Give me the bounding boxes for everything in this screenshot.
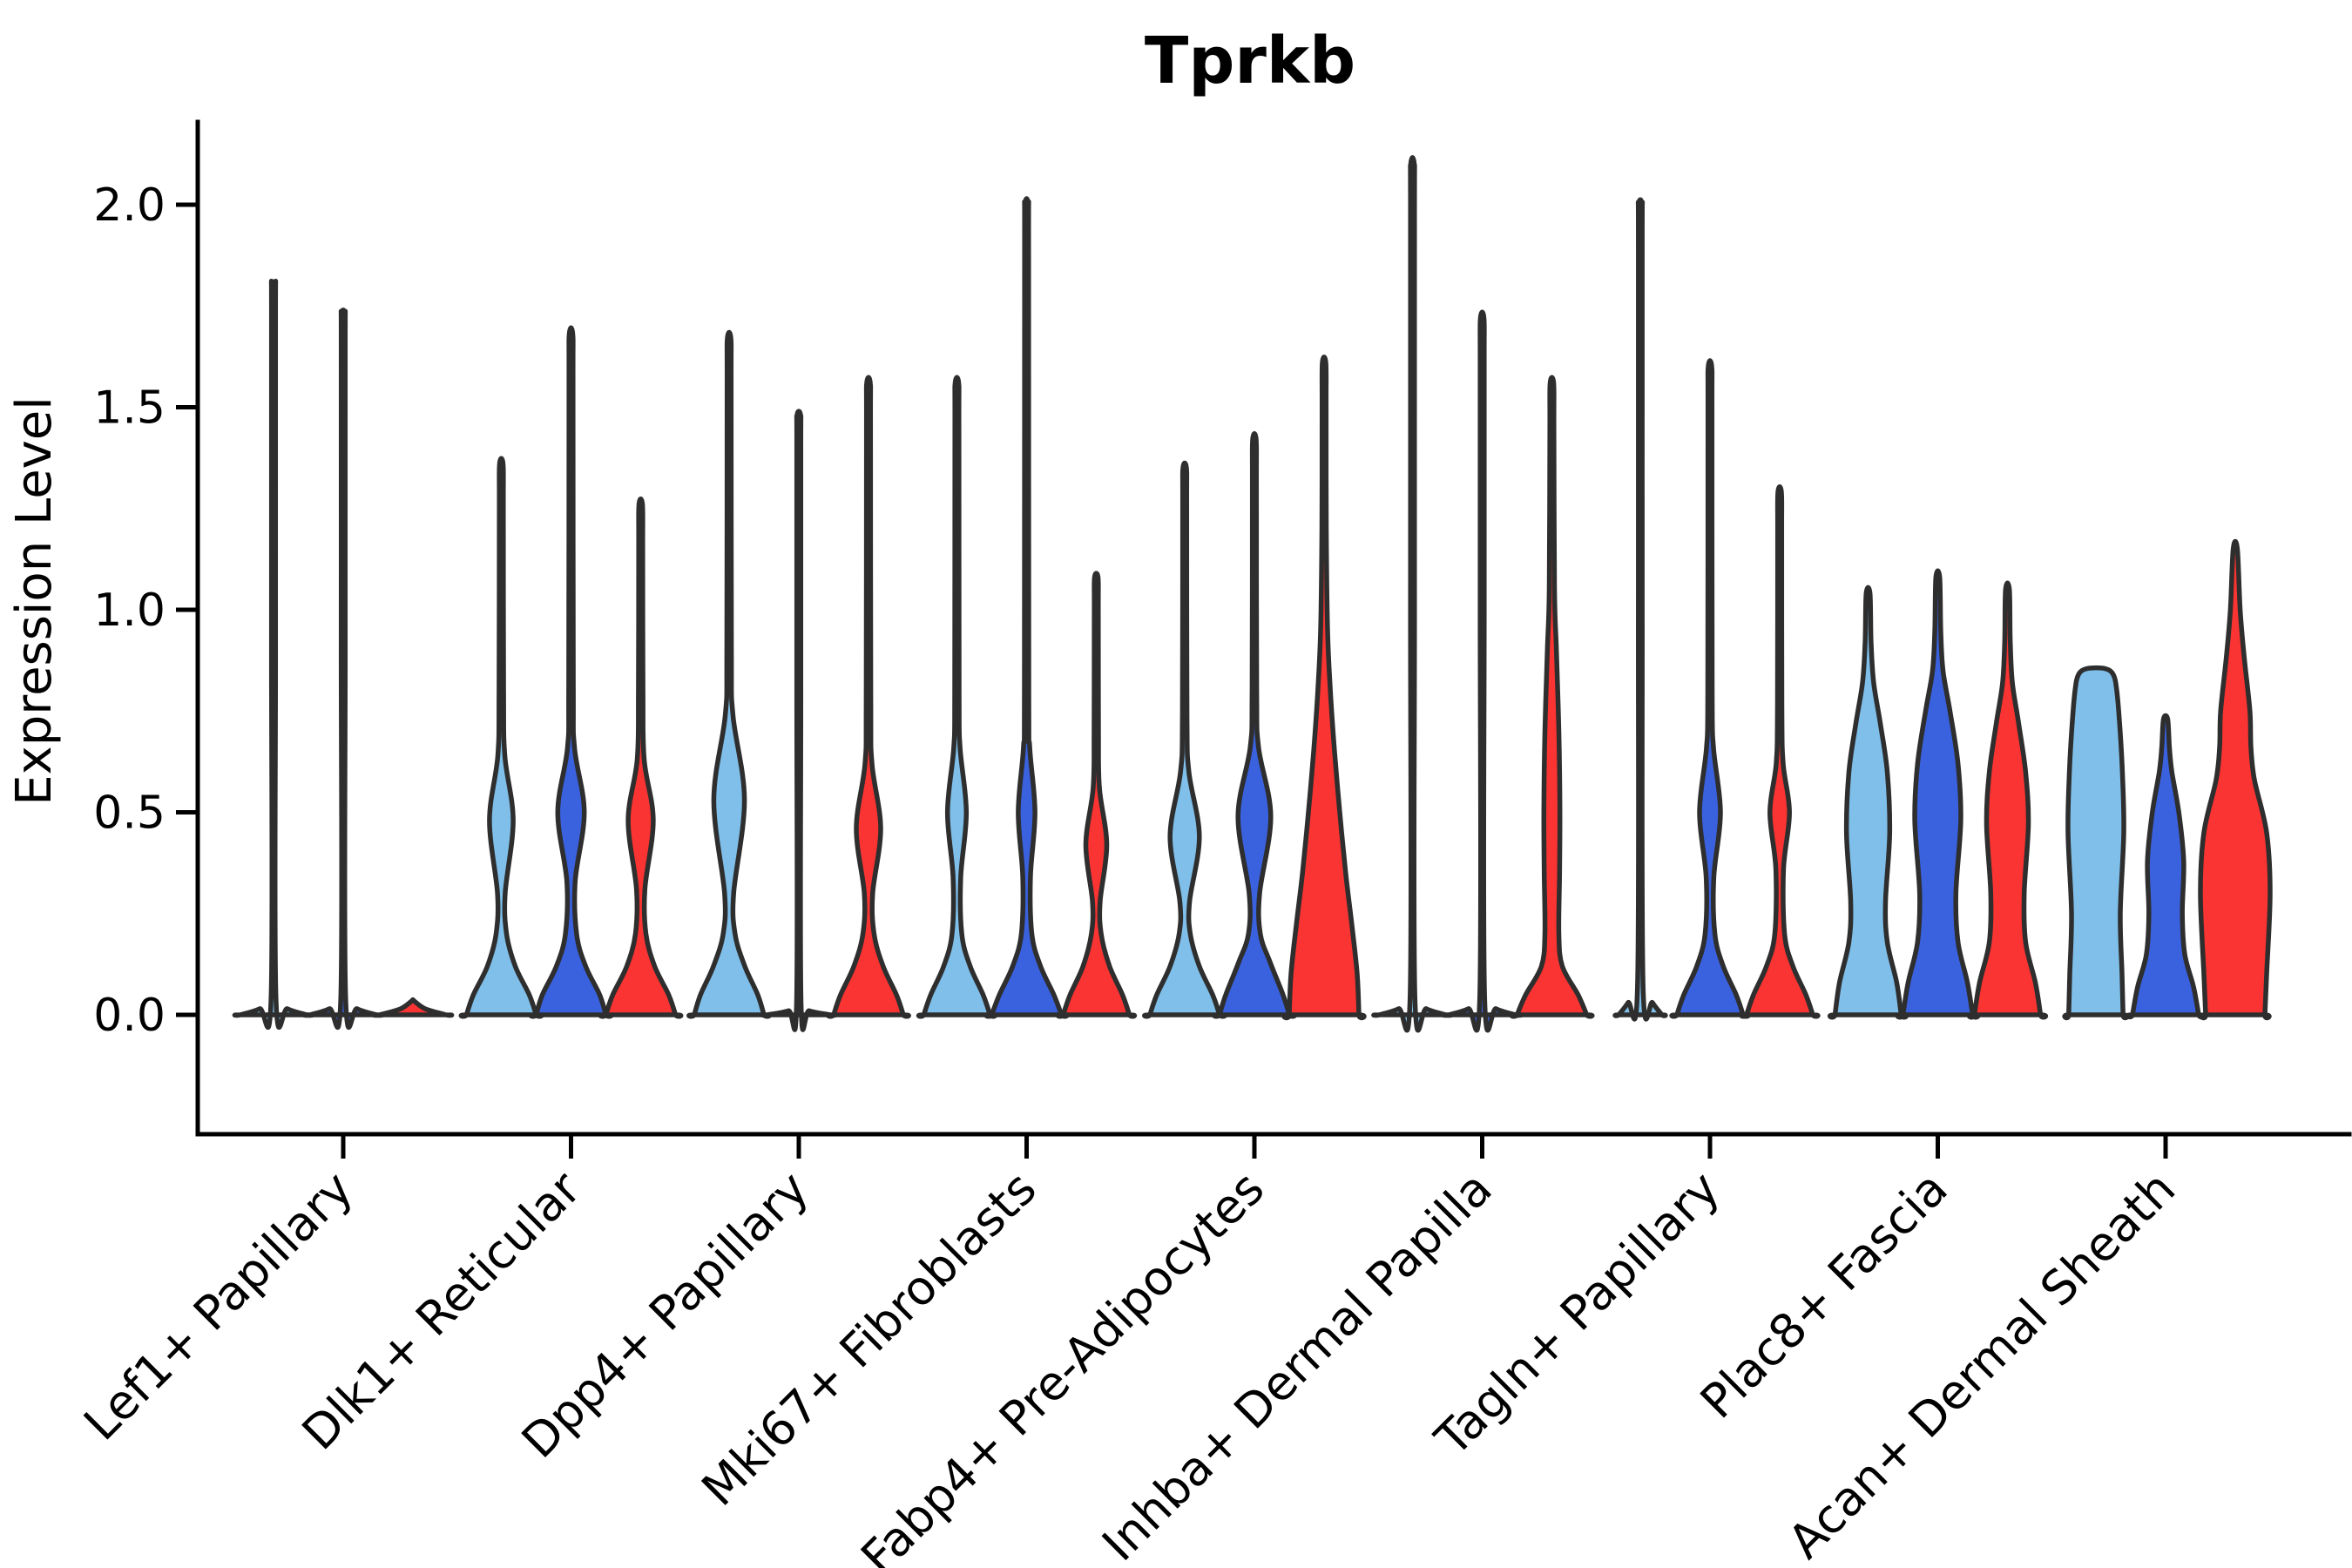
violin-variant-1-group-6	[1371, 155, 1454, 1033]
violin-variant-3-group-8	[1966, 580, 2049, 1020]
violin-variant-1-group-7	[1612, 197, 1668, 1022]
violin-variant-3-group-1	[371, 997, 455, 1018]
violin-variant-3-group-2	[598, 496, 684, 1019]
violin-variant-3-group-3	[826, 375, 911, 1019]
y-tick-label: 1.0	[93, 585, 166, 637]
violin-variant-2-group-7	[1669, 358, 1751, 1019]
violin-variant-1-group-2	[458, 456, 544, 1019]
violin-variant-1-group-1	[232, 279, 315, 1030]
y-axis-label: Expression Level	[6, 396, 63, 806]
chart-title: Tprkb	[1145, 24, 1355, 98]
violin-variant-1-group-3	[686, 329, 772, 1019]
violin-variant-3-group-7	[1739, 483, 1821, 1019]
x-tick-label: Inhba+ Dermal Papilla	[1092, 1161, 1502, 1568]
violins-layer	[232, 155, 2273, 1033]
violin-variant-3-group-4	[1055, 571, 1138, 1019]
y-tick-label: 0.5	[93, 787, 166, 840]
x-tick-label: Plac8+ Fascia	[1690, 1161, 1958, 1429]
x-tick-label: Fabp4+ Pre-Adipocytes	[850, 1161, 1274, 1568]
violin-variant-2-group-9	[2125, 713, 2207, 1020]
violin-variant-1-group-5	[1142, 460, 1227, 1019]
violin-variant-1-group-8	[1827, 585, 1909, 1020]
violin-variant-3-group-6	[1509, 375, 1595, 1019]
violin-variant-3-group-9	[2198, 538, 2273, 1021]
violin-variant-3-group-5	[1281, 355, 1367, 1021]
violin-variant-2-group-5	[1212, 430, 1297, 1019]
y-tick-label: 1.5	[93, 382, 166, 435]
x-tick-label: Acan+ Dermal Sheath	[1778, 1161, 2186, 1568]
violin-variant-2-group-4	[983, 196, 1070, 1019]
y-tick-label: 2.0	[93, 179, 166, 232]
violin-variant-1-group-4	[916, 375, 998, 1019]
y-tick-label: 0.0	[93, 990, 166, 1042]
axes-layer	[195, 119, 2352, 1137]
violin-variant-2-group-6	[1441, 309, 1524, 1033]
violin-variant-2-group-8	[1895, 568, 1981, 1020]
y-axis-ticks: 0.0 0.5 1.0 1.5 2.0	[93, 179, 198, 1042]
violin-variant-2-group-1	[301, 308, 385, 1030]
violin-variant-1-group-9	[2062, 665, 2130, 1021]
violin-variant-2-group-3	[759, 409, 839, 1032]
violin-variant-2-group-2	[528, 325, 614, 1019]
